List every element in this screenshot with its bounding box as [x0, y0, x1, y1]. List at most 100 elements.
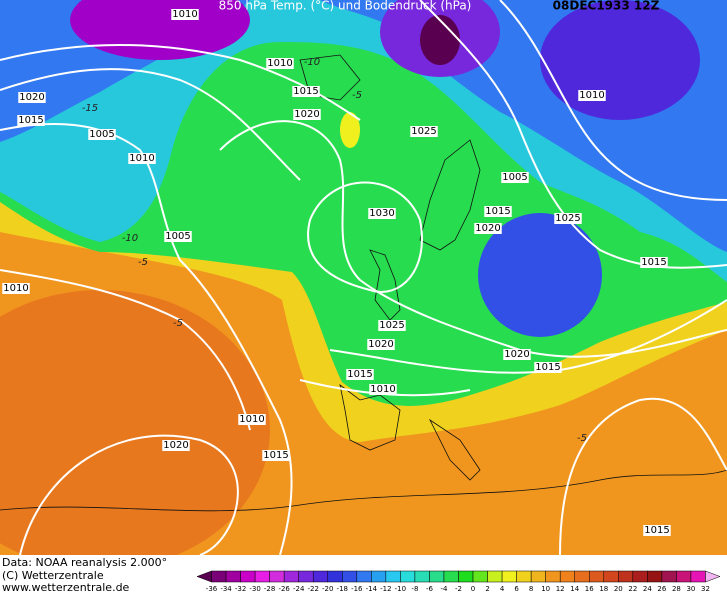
isobar: [19, 434, 239, 556]
isobar-label: 1010: [3, 283, 28, 294]
colorbar-segment: [356, 570, 372, 583]
field-coldest: [420, 15, 460, 65]
colorbar-tick-label: 12: [556, 585, 565, 593]
isobar-label: 1010: [370, 384, 395, 395]
colorbar-segment: [225, 570, 241, 583]
colorbar-tick-label: -32: [235, 585, 246, 593]
field-colder: [478, 213, 602, 337]
isobar-label-box: [171, 9, 199, 20]
isobar-label: 1020: [368, 339, 393, 350]
isobar-label-box: [378, 320, 406, 331]
colorbar-tick-label: -8: [411, 585, 418, 593]
colorbar-segment: [458, 570, 474, 583]
colorbar-segment: [400, 570, 416, 583]
colorbar-tick-label: 0: [471, 585, 475, 593]
colorbar-segment: [443, 570, 459, 583]
isobar-label-box: [293, 109, 321, 120]
isobar-label: 1025: [411, 126, 436, 137]
colorbar-segment: [385, 570, 401, 583]
colorbar-segment: [342, 570, 358, 583]
isobar-label: 1010: [267, 58, 292, 69]
colorbar-tick-label: 8: [529, 585, 533, 593]
colorbar-tick-label: 30: [686, 585, 695, 593]
map-date: 08DEC1933 12Z: [553, 0, 660, 13]
isobar-label-box: [410, 126, 438, 137]
colorbar-segment: [211, 570, 227, 583]
colorbar-tick-label: -30: [249, 585, 260, 593]
colorbar-tick-label: 6: [514, 585, 519, 593]
colorbar-tick-label: -4: [440, 585, 448, 593]
coastline: [0, 469, 727, 512]
isobar-label: 1010: [579, 90, 604, 101]
map-labels: 1010 1020 1015 1010 1015 1020 1005 1010 …: [2, 9, 671, 536]
footer-source: Data: NOAA reanalysis 2.000°: [2, 556, 167, 569]
temperature-label: -5: [173, 318, 183, 329]
colorbar-segment: [676, 570, 692, 583]
colorbar-segment: [312, 570, 329, 583]
isobar-label: 1020: [163, 440, 188, 451]
isobar-label-box: [88, 129, 116, 140]
isobar-label-box: [128, 153, 156, 164]
isobar-label: 1030: [369, 208, 394, 219]
colorbar-segment: [603, 570, 619, 583]
isobar-label-box: [18, 92, 46, 103]
isobar-label-box: [534, 362, 562, 373]
isobar-label: 1010: [239, 414, 264, 425]
colorbar-segment: [501, 570, 517, 583]
isobar-label-box: [164, 231, 192, 242]
isobar-label-box: [484, 206, 512, 217]
isobar-label-box: [368, 208, 396, 219]
colorbar-tick-label: -24: [293, 585, 305, 593]
field-coldest: [540, 0, 700, 120]
isobar: [559, 397, 727, 556]
colorbar-tick-label: -34: [220, 585, 232, 593]
isobar: [0, 44, 361, 121]
colorbar-tick-label: -18: [337, 585, 348, 593]
colorbar-tick-label: -22: [308, 585, 319, 593]
isobar-label-box: [474, 223, 502, 234]
colorbar-tick-label: 28: [672, 585, 681, 593]
isobar-label-box: [367, 339, 395, 350]
temperature-label: -5: [138, 257, 148, 268]
isobar: [0, 269, 251, 431]
colorbar-tick-label: 2: [485, 585, 489, 593]
isobar-label-box: [640, 257, 668, 268]
colorbar-segment: [559, 570, 575, 583]
isobar: [499, 0, 727, 201]
colorbar-segment: [705, 570, 721, 583]
colorbar-tick-label: 14: [570, 585, 579, 593]
temperature-label: -5: [577, 433, 587, 444]
isobar-label: 1005: [502, 172, 527, 183]
colorbar-segment: [240, 570, 256, 583]
colorbar-tick-label: -16: [351, 585, 363, 593]
colorbar-segment: [487, 570, 503, 583]
isobar-label-box: [266, 58, 294, 69]
isobar-label: 1020: [294, 109, 319, 120]
colorbar-tick-label: 20: [614, 585, 623, 593]
isobar: [0, 68, 301, 181]
isobar-label-box: [503, 349, 531, 360]
colorbar-tick-label: -2: [455, 585, 462, 593]
isobar-label: 1015: [535, 362, 560, 373]
colorbar-segment: [429, 570, 445, 583]
colorbar-segment: [414, 570, 430, 583]
colorbar-tick-label: 26: [657, 585, 666, 593]
isobar-label: 1020: [504, 349, 529, 360]
footer-website: www.wetterzentrale.de: [2, 581, 130, 593]
colorbar-segment: [545, 570, 561, 583]
footer-copyright: (C) Wetterzentrale: [2, 569, 104, 582]
colorbar-tick-label: 32: [701, 585, 710, 593]
colorbar-tick-label: 22: [628, 585, 637, 593]
isobar-label-box: [369, 384, 397, 395]
isobar-label: 1020: [475, 223, 500, 234]
colorbar-tick-label: -36: [206, 585, 218, 593]
temperature-field: [0, 0, 727, 570]
colorbar-segment: [327, 570, 343, 583]
colorbar-tick-label: -14: [366, 585, 378, 593]
temperature-label: -10: [304, 57, 320, 68]
field-mild: [340, 112, 360, 148]
colorbar-tick-label: -12: [380, 585, 391, 593]
isobar: [219, 120, 727, 358]
isobar-label-box: [238, 414, 266, 425]
isobar-label: 1005: [89, 129, 114, 140]
